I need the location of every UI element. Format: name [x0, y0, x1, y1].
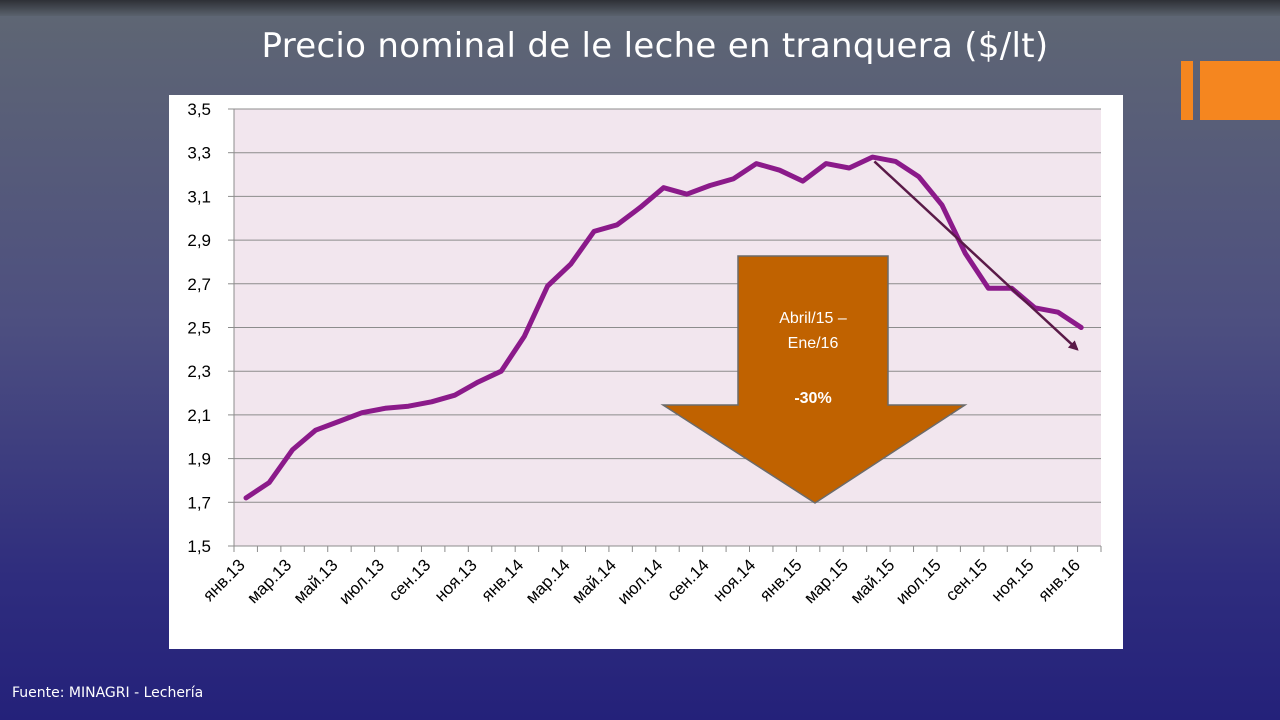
data-point	[499, 369, 503, 373]
data-point	[801, 179, 805, 183]
data-point	[615, 223, 619, 227]
down-arrow-shape	[660, 255, 968, 504]
data-point	[940, 203, 944, 207]
slide-title: Precio nominal de le leche en tranquera …	[261, 26, 1049, 66]
x-tick-label: май.14	[568, 555, 620, 607]
x-tick-label: ноя.13	[431, 555, 481, 605]
y-tick-label: 3,3	[187, 144, 211, 163]
callout-line1: Abril/15 –	[779, 310, 847, 327]
decline-callout: Abril/15 – Ene/16 -30%	[660, 255, 968, 504]
data-point	[778, 168, 782, 172]
chart-container: 1,5 1,7 1,9 2,1 2,3 2,5 2,7 2,9 3,1 3,3 3,5 янв.13…	[169, 95, 1123, 649]
data-point	[708, 183, 712, 187]
y-tick-label: 2,5	[187, 319, 211, 338]
data-point	[383, 406, 387, 410]
line-chart: 1,5 1,7 1,9 2,1 2,3 2,5 2,7 2,9 3,1 3,3 3,5 янв.13…	[187, 100, 1102, 608]
y-axis: 1,5 1,7 1,9 2,1 2,3 2,5 2,7 2,9 3,1 3,3 3,5	[187, 100, 235, 556]
x-tick-label: июл.13	[335, 555, 388, 608]
callout-line2: Ene/16	[788, 335, 839, 352]
y-tick-label: 2,1	[187, 406, 211, 425]
y-tick-label: 2,3	[187, 362, 211, 381]
data-point	[1056, 310, 1060, 314]
data-point	[522, 334, 526, 338]
data-point	[662, 186, 666, 190]
gridlines	[234, 108, 1101, 547]
accent-bar-thick	[1200, 61, 1280, 120]
x-tick-label: янв.14	[478, 555, 528, 605]
data-point	[592, 229, 596, 233]
x-tick-label: июл.14	[614, 555, 667, 608]
data-point	[360, 411, 364, 415]
data-point	[638, 205, 642, 209]
x-tick-label: май.13	[290, 555, 342, 607]
source-note: Fuente: MINAGRI - Lechería	[12, 685, 204, 701]
x-tick-label: май.15	[847, 555, 899, 607]
data-point	[894, 159, 898, 163]
data-point	[731, 177, 735, 181]
x-tick-label: янв.13	[199, 555, 249, 605]
data-point	[870, 155, 874, 159]
y-tick-label: 3,1	[187, 187, 211, 206]
data-point	[337, 419, 341, 423]
x-axis: янв.13мар.13май.13июл.13сен.13ноя.13янв.…	[199, 545, 1102, 608]
data-point	[986, 286, 990, 290]
data-point	[267, 481, 271, 485]
y-tick-label: 1,9	[187, 450, 211, 469]
callout-change: -30%	[794, 390, 831, 407]
data-point	[1079, 326, 1083, 329]
x-tick-label: сен.13	[385, 555, 434, 604]
accent-bar-thin	[1181, 61, 1193, 120]
data-point	[406, 404, 410, 408]
data-point	[476, 380, 480, 384]
x-tick-label: сен.14	[663, 555, 712, 604]
data-point	[314, 428, 318, 432]
x-tick-label: сен.15	[942, 555, 991, 604]
x-tick-label: янв.16	[1034, 555, 1084, 605]
y-tick-label: 3,5	[187, 100, 211, 119]
x-tick-label: мар.14	[522, 555, 574, 607]
x-tick-label: мар.15	[800, 555, 852, 607]
y-tick-label: 1,5	[187, 537, 211, 556]
data-point	[546, 284, 550, 288]
x-tick-label: июл.15	[892, 555, 945, 608]
data-point	[963, 251, 967, 255]
top-bar	[0, 0, 1280, 16]
data-point	[290, 448, 294, 452]
data-point	[847, 166, 851, 170]
data-point	[824, 162, 828, 166]
data-point	[430, 400, 434, 404]
x-tick-label: ноя.15	[988, 555, 1038, 605]
series-group	[243, 154, 1084, 501]
data-point	[917, 175, 921, 179]
trend-arrow	[873, 160, 1079, 351]
data-point	[244, 496, 248, 500]
data-point	[569, 262, 573, 266]
data-point	[453, 393, 457, 397]
x-tick-label: мар.13	[243, 555, 295, 607]
x-tick-label: ноя.14	[709, 555, 759, 605]
y-tick-label: 2,7	[187, 275, 211, 294]
data-point	[685, 192, 689, 196]
y-tick-label: 2,9	[187, 231, 211, 250]
data-point	[754, 162, 758, 166]
x-tick-label: янв.15	[756, 555, 806, 605]
y-tick-label: 1,7	[187, 493, 211, 512]
trend-arrow-group	[873, 160, 1079, 351]
